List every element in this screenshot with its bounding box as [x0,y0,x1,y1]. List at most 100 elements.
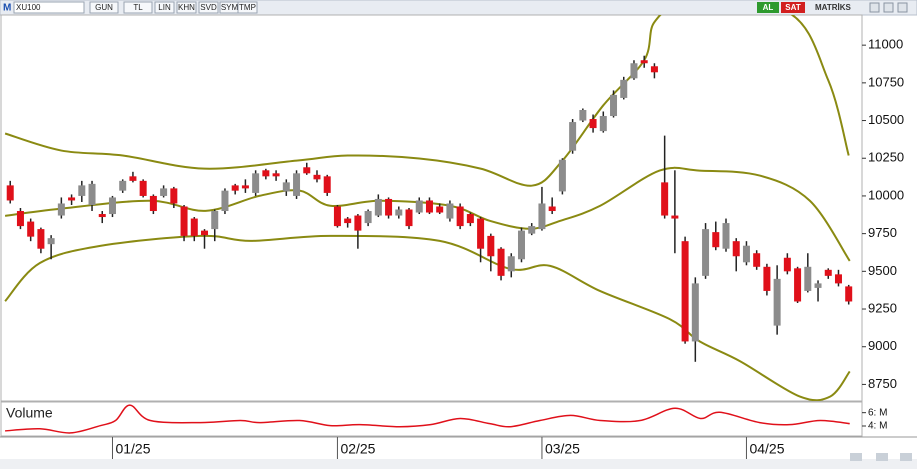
bollinger-band [4,15,850,187]
y-tick-label: 10500 [868,112,904,127]
candle-body [620,79,628,98]
candle-body [814,283,822,288]
toolbar-button-label[interactable]: LIN [158,3,171,12]
candle-body [354,215,362,231]
candle-body [773,278,781,326]
candle-body [732,241,740,257]
candle-body [456,206,464,227]
candle-body [763,266,771,291]
symbol-box[interactable] [13,1,85,14]
candle-body [507,256,515,272]
toolbar-button[interactable] [176,1,197,14]
x-tick-label: 03/25 [545,441,580,457]
candle-body [98,214,106,218]
candle-body [712,232,720,248]
candle-body [6,185,14,201]
candle-body [650,66,658,73]
candle-body [548,206,556,212]
candle-body [190,218,198,236]
candle-body [282,182,290,192]
candle-body [108,197,116,215]
sell-button[interactable] [781,2,805,13]
candle-body [845,286,853,302]
candle-body [702,229,710,276]
y-tick-label: 11000 [868,37,903,52]
candle-body [630,63,638,79]
toolbar-button[interactable] [154,1,175,14]
candle-body [374,198,382,216]
bollinger-band [4,166,851,262]
candle-body [201,230,209,236]
volume-title: Volume [6,405,53,421]
toolbar-button-label[interactable]: TMP [239,3,256,12]
symbol-icon[interactable]: M [3,3,11,14]
status-bar [0,459,917,469]
toolbar-button-label[interactable]: KHN [178,3,195,12]
candle-body [558,159,566,192]
candle-body [313,174,321,180]
candle-body [170,188,178,204]
candle-body [16,211,24,227]
y-tick-label: 9500 [868,263,897,278]
toolbar-button[interactable] [123,1,153,14]
candle-body [579,109,587,121]
toolbar-button-label[interactable]: TL [133,3,143,12]
candle-body [661,182,669,216]
window-button[interactable] [869,2,880,13]
toolbar-button[interactable] [237,1,258,14]
candle-body [783,257,791,272]
candle-body [742,245,750,263]
candle-body [149,195,157,212]
toolbar-button[interactable] [198,1,219,14]
status-icon[interactable] [876,453,888,461]
candle-body [446,203,454,219]
price-plot [4,15,853,401]
candle-body [211,211,219,230]
candle-body [252,173,260,193]
candle-body [722,223,730,249]
toolbar-button-label[interactable]: SYM [221,3,239,12]
candle-body [272,173,280,177]
buy-button-label[interactable]: AL [763,3,774,12]
y-tick-label: 9000 [868,338,897,353]
symbol-input[interactable]: XU100 [16,3,41,12]
candle-body [834,274,842,284]
candle-body [333,206,341,227]
window-button[interactable] [897,2,908,13]
candle-body [68,197,76,201]
candle-body [139,180,147,196]
toolbar-button-label[interactable]: SVD [200,3,217,12]
candle-body [466,214,474,224]
y-tick-label: 8750 [868,376,897,391]
volume-plot [5,404,850,434]
y-tick-label: 4: M [868,421,887,432]
candle-body [691,283,699,342]
y-tick-label: 10750 [868,74,904,89]
candle-body [794,268,802,302]
toolbar-button[interactable] [89,1,119,14]
volume-line [5,404,850,434]
candle-body [610,94,618,117]
candle-body [27,221,35,237]
candle-body [395,209,403,216]
candle-body [88,183,96,205]
status-icon[interactable] [850,453,862,461]
candle-body [129,176,137,181]
status-icon[interactable] [900,453,912,461]
candle-body [405,209,413,227]
buy-button[interactable] [757,2,779,13]
candle-body [241,185,249,189]
volume-panel [0,401,863,437]
candle-body [569,122,577,151]
sell-button-label[interactable]: SAT [785,3,801,12]
toolbar-button-label[interactable]: GUN [95,3,113,12]
brand: MATRİKS [815,3,852,12]
candle-body [37,229,45,249]
candle-body [415,200,423,213]
window-button[interactable] [883,2,894,13]
candle-body [425,200,433,213]
y-tick-label: 6: M [868,407,887,418]
candle-body [323,176,331,193]
candle-body [78,185,86,196]
